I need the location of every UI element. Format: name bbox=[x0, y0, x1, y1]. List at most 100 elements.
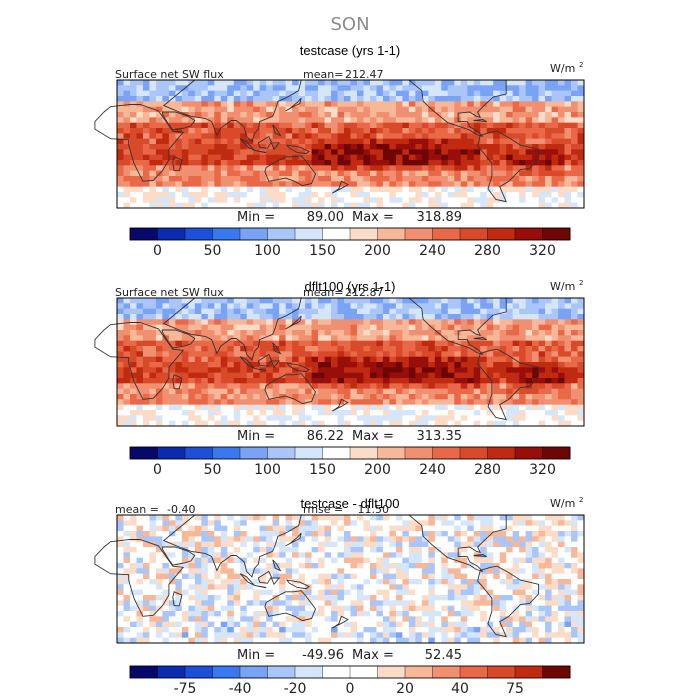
heatmap-cell bbox=[499, 186, 507, 193]
heatmap-cell bbox=[519, 362, 526, 368]
heatmap-cell bbox=[382, 394, 390, 400]
heatmap-cell bbox=[415, 531, 423, 537]
heatmap-cell bbox=[421, 181, 429, 187]
heatmap-cell bbox=[285, 600, 293, 606]
heatmap-cell bbox=[253, 547, 260, 553]
heatmap-cell bbox=[402, 589, 410, 596]
heatmap-cell bbox=[194, 579, 202, 585]
heatmap-cell bbox=[447, 388, 455, 395]
heatmap-cell bbox=[155, 611, 163, 617]
heatmap-cell bbox=[162, 579, 170, 585]
heatmap-cell bbox=[538, 314, 546, 320]
heatmap-cell bbox=[369, 600, 377, 606]
heatmap-cell bbox=[538, 420, 546, 427]
heatmap-cell bbox=[149, 351, 157, 357]
heatmap-cell bbox=[207, 515, 215, 521]
heatmap-cell bbox=[233, 101, 241, 107]
heatmap-cell bbox=[402, 128, 410, 134]
heatmap-cell bbox=[356, 568, 364, 574]
heatmap-cell bbox=[136, 122, 144, 129]
heatmap-cell bbox=[318, 346, 325, 352]
heatmap-cell bbox=[181, 557, 189, 564]
heatmap-cell bbox=[266, 106, 273, 113]
coastline-14 bbox=[407, 297, 507, 355]
heatmap-cell bbox=[305, 410, 312, 416]
heatmap-cell bbox=[155, 410, 163, 416]
heatmap-cell bbox=[344, 394, 351, 400]
heatmap-cell bbox=[558, 573, 565, 580]
heatmap-cell bbox=[344, 106, 351, 113]
heatmap-cell bbox=[486, 362, 494, 368]
heatmap-cell bbox=[473, 202, 481, 209]
heatmap-cell bbox=[136, 394, 144, 400]
heatmap-cell bbox=[142, 197, 150, 203]
heatmap-cell bbox=[402, 611, 410, 617]
heatmap-cell bbox=[175, 547, 183, 553]
heatmap-cell bbox=[376, 90, 384, 97]
heatmap-cell bbox=[577, 520, 585, 526]
heatmap-cell bbox=[376, 186, 384, 193]
heatmap-cell bbox=[201, 80, 209, 86]
heatmap-cell bbox=[266, 557, 273, 564]
heatmap-cell bbox=[136, 330, 144, 336]
heatmap-cell bbox=[480, 192, 488, 198]
heatmap-cell bbox=[538, 160, 546, 166]
heatmap-cell bbox=[266, 133, 273, 139]
heatmap-cell bbox=[421, 133, 429, 139]
heatmap-cell bbox=[363, 133, 371, 139]
min-label: Min = bbox=[237, 210, 275, 225]
heatmap-cell bbox=[558, 319, 565, 325]
heatmap-cell bbox=[454, 536, 462, 542]
heatmap-cell bbox=[551, 600, 559, 606]
heatmap-cell bbox=[402, 346, 410, 352]
heatmap-cell bbox=[499, 600, 507, 606]
heatmap-cell bbox=[389, 85, 397, 91]
heatmap-cell bbox=[175, 96, 183, 102]
heatmap-cell bbox=[512, 410, 520, 416]
heatmap-cell bbox=[194, 112, 202, 118]
heatmap-cell bbox=[454, 90, 462, 97]
heatmap-cell bbox=[395, 415, 403, 421]
heatmap-cell bbox=[253, 356, 260, 363]
heatmap-cell bbox=[421, 112, 429, 118]
heatmap-cell bbox=[311, 154, 319, 161]
heatmap-cell bbox=[551, 525, 559, 532]
heatmap-cell bbox=[499, 144, 507, 150]
heatmap-cell bbox=[253, 415, 260, 421]
heatmap-cell bbox=[344, 176, 351, 182]
heatmap-cell bbox=[129, 573, 137, 580]
heatmap-cell bbox=[350, 197, 358, 203]
heatmap-cell bbox=[318, 520, 325, 526]
heatmap-cell bbox=[240, 346, 248, 352]
heatmap-cell bbox=[272, 346, 280, 352]
heatmap-cell bbox=[402, 415, 410, 421]
heatmap-cell bbox=[253, 394, 260, 400]
heatmap-cell bbox=[473, 356, 481, 363]
colorbar-swatch bbox=[157, 446, 186, 460]
heatmap-cell bbox=[408, 154, 416, 161]
heatmap-cell bbox=[499, 420, 507, 427]
heatmap-cell bbox=[460, 420, 468, 427]
heatmap-cell bbox=[538, 579, 546, 585]
heatmap-cell bbox=[551, 340, 559, 347]
heatmap-cell bbox=[246, 197, 254, 203]
heatmap-cell bbox=[311, 536, 319, 542]
heatmap-cell bbox=[356, 372, 364, 379]
heatmap-cell bbox=[395, 90, 403, 97]
heatmap-cell bbox=[545, 362, 552, 368]
heatmap-cell bbox=[220, 399, 228, 405]
heatmap-cell bbox=[285, 314, 293, 320]
colorbar-tick-label: 320 bbox=[529, 462, 556, 478]
heatmap-cell bbox=[305, 128, 312, 134]
heatmap-cell bbox=[558, 346, 565, 352]
heatmap-cell bbox=[214, 160, 222, 166]
heatmap-cell bbox=[532, 128, 539, 134]
heatmap-cell bbox=[421, 90, 429, 97]
heatmap-cell bbox=[201, 112, 209, 118]
heatmap-cell bbox=[246, 298, 254, 304]
coastline-5 bbox=[285, 144, 310, 155]
heatmap-cell bbox=[324, 176, 332, 182]
heatmap-cell bbox=[266, 525, 273, 532]
heatmap-cell bbox=[272, 378, 280, 384]
heatmap-cell bbox=[389, 96, 397, 102]
